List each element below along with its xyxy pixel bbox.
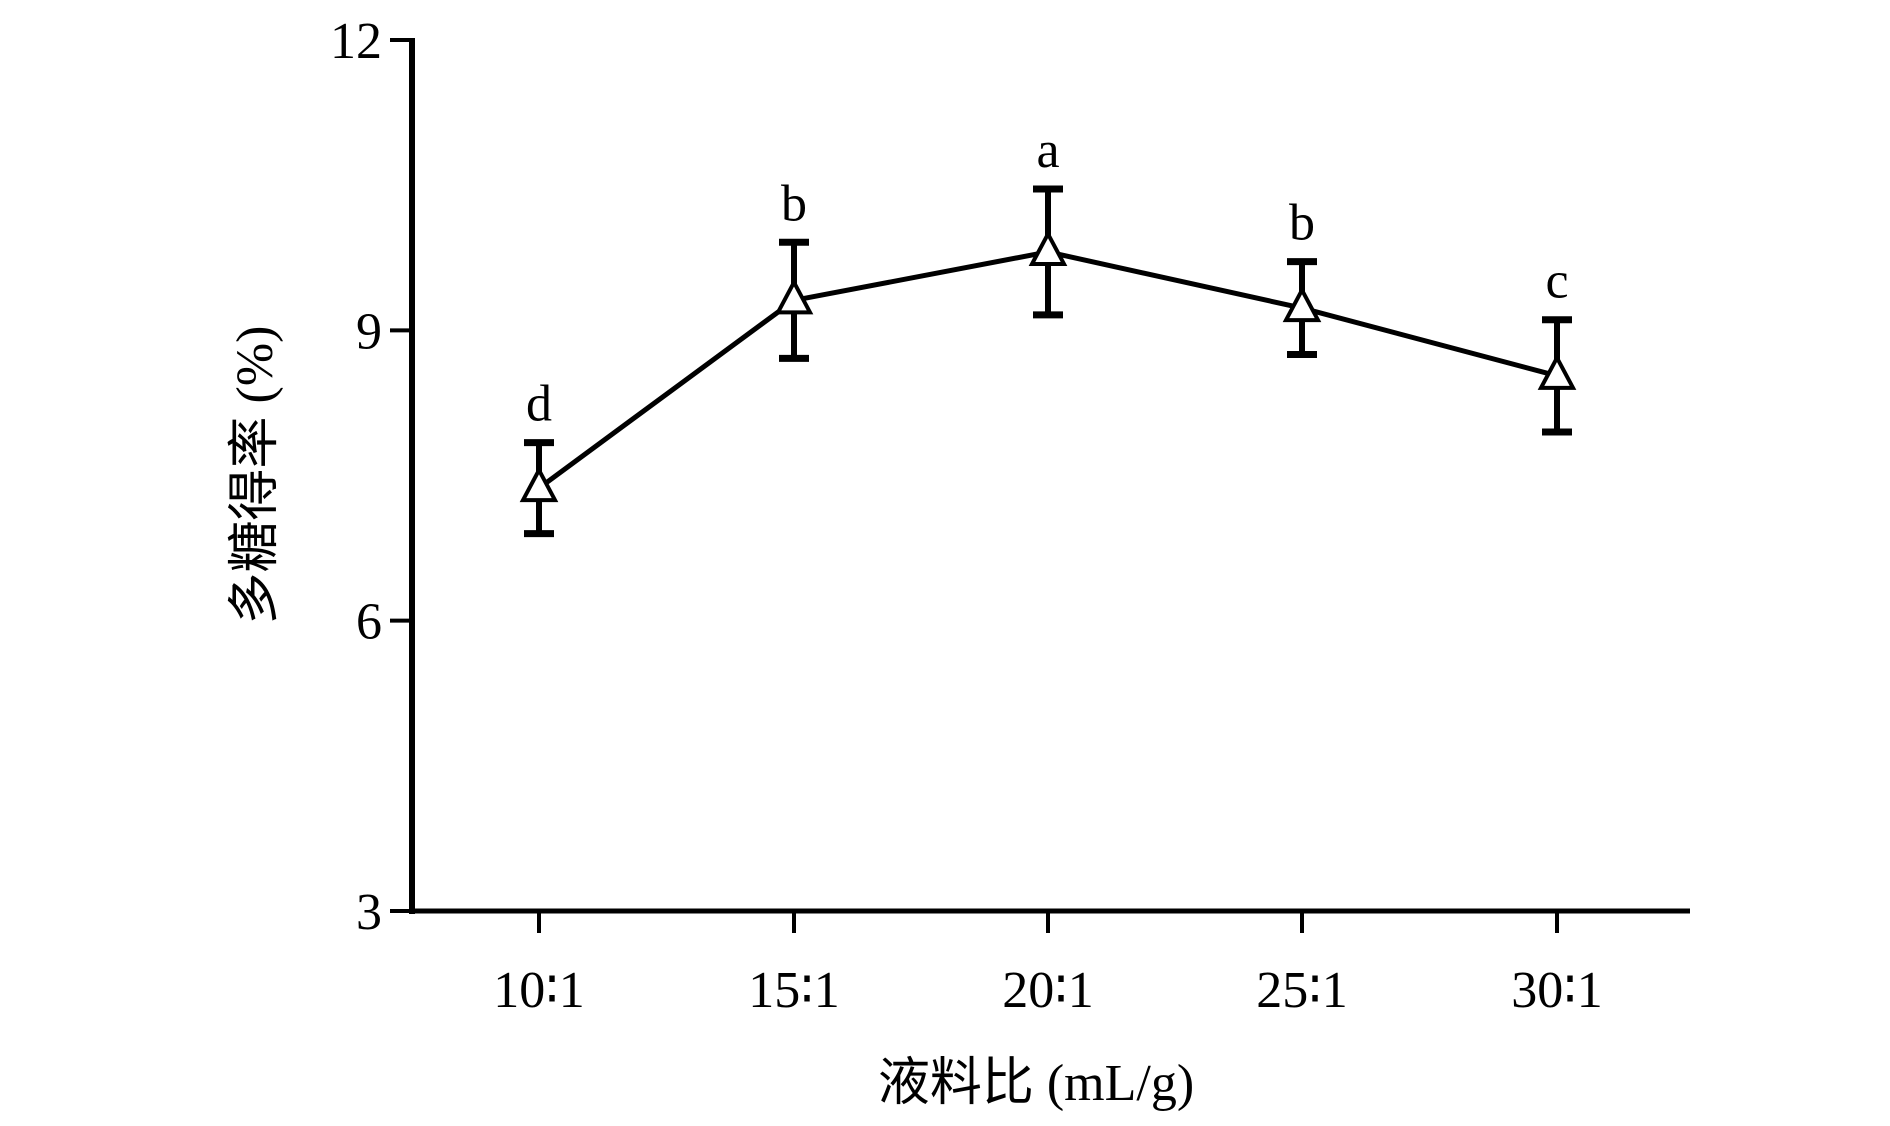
y-tick-label: 12 xyxy=(330,13,382,70)
axes: 3 6 9 12 10∶1 15∶1 20∶1 25∶1 30∶1 xyxy=(330,13,1690,1019)
data-point xyxy=(774,278,814,315)
x-tick-label: 15∶1 xyxy=(748,962,840,1019)
x-axis-label: 液料比 (mL/g) xyxy=(878,1055,1194,1112)
significance-label: b xyxy=(1289,195,1315,252)
y-tick-label: 9 xyxy=(356,303,382,360)
significance-label: d xyxy=(526,376,552,433)
x-tick-label: 20∶1 xyxy=(1002,962,1094,1019)
data-point xyxy=(519,465,559,503)
y-axis-label: 多糖得率 (%) xyxy=(227,326,284,625)
x-tick-label: 10∶1 xyxy=(493,962,585,1019)
x-tick-label: 25∶1 xyxy=(1256,962,1348,1019)
chart-marks: d b a b c xyxy=(519,122,1577,538)
data-point xyxy=(1282,285,1322,323)
y-tick-label: 3 xyxy=(356,884,382,941)
data-point xyxy=(1028,229,1068,266)
significance-label: b xyxy=(781,175,807,232)
x-tick-label: 30∶1 xyxy=(1511,962,1603,1019)
significance-label: a xyxy=(1036,122,1059,179)
data-point xyxy=(1537,353,1577,390)
significance-label: c xyxy=(1545,253,1568,310)
y-tick-label: 6 xyxy=(356,594,382,651)
